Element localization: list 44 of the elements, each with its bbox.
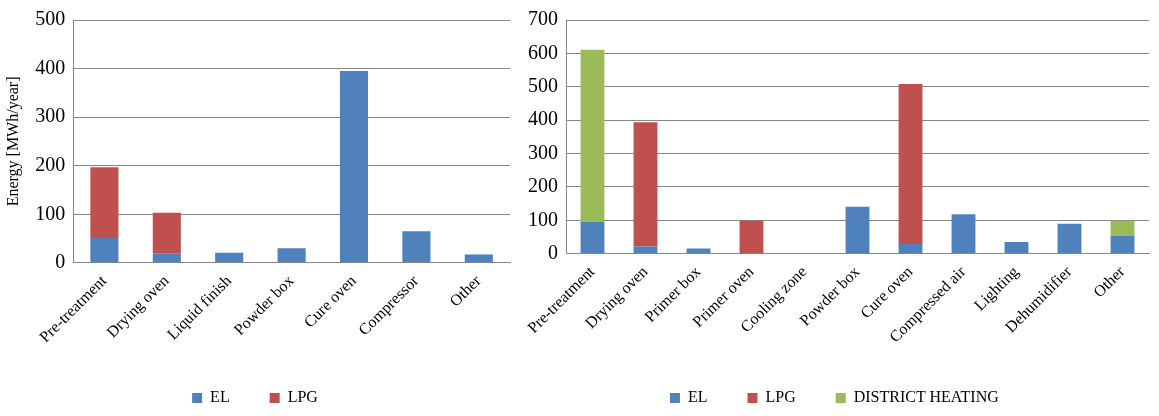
y-tick-label: 400 [528, 107, 558, 130]
y-tick-label: 0 [55, 250, 66, 273]
y-tick-label: 400 [35, 55, 66, 78]
bar [152, 253, 181, 263]
y-tick-label: 100 [528, 207, 558, 230]
legend-label: LPG [765, 388, 797, 406]
bar [1057, 223, 1082, 254]
bar [215, 252, 244, 263]
legend-label: EL [687, 388, 708, 406]
legend-label: LPG [287, 388, 319, 406]
bar [951, 214, 976, 254]
y-tick-label: 700 [528, 7, 558, 30]
bar [1110, 236, 1135, 254]
y-tick-label: 200 [528, 174, 558, 197]
bar [1004, 242, 1029, 254]
bar [277, 248, 306, 263]
y-tick-label: 0 [548, 240, 558, 263]
bar [633, 122, 658, 247]
y-tick-label: 300 [528, 140, 558, 163]
y-tick-label: 500 [35, 7, 66, 30]
bar [845, 206, 870, 254]
bar [898, 244, 923, 254]
bar [1110, 220, 1135, 237]
y-tick-label: 300 [35, 104, 66, 127]
bar [633, 246, 658, 254]
bar [90, 238, 119, 263]
x-tick-label: Cure oven [300, 271, 360, 331]
bar [339, 71, 369, 263]
bar [898, 84, 923, 245]
y-tick-label: 600 [528, 40, 558, 63]
bar [90, 167, 119, 239]
legend-label: DISTRICT HEATING [853, 388, 1000, 406]
bar [580, 49, 605, 223]
bar [464, 254, 493, 263]
y-tick-label: 100 [35, 201, 66, 224]
legend-label: EL [210, 388, 230, 406]
bar [402, 231, 431, 263]
y-tick-label: 500 [528, 74, 558, 97]
y-axis-title: Energy [MWh/year] [3, 76, 22, 207]
bar [152, 212, 181, 254]
bar [739, 220, 764, 254]
y-tick-label: 200 [35, 152, 66, 175]
bar [686, 248, 711, 254]
bar [580, 222, 605, 254]
